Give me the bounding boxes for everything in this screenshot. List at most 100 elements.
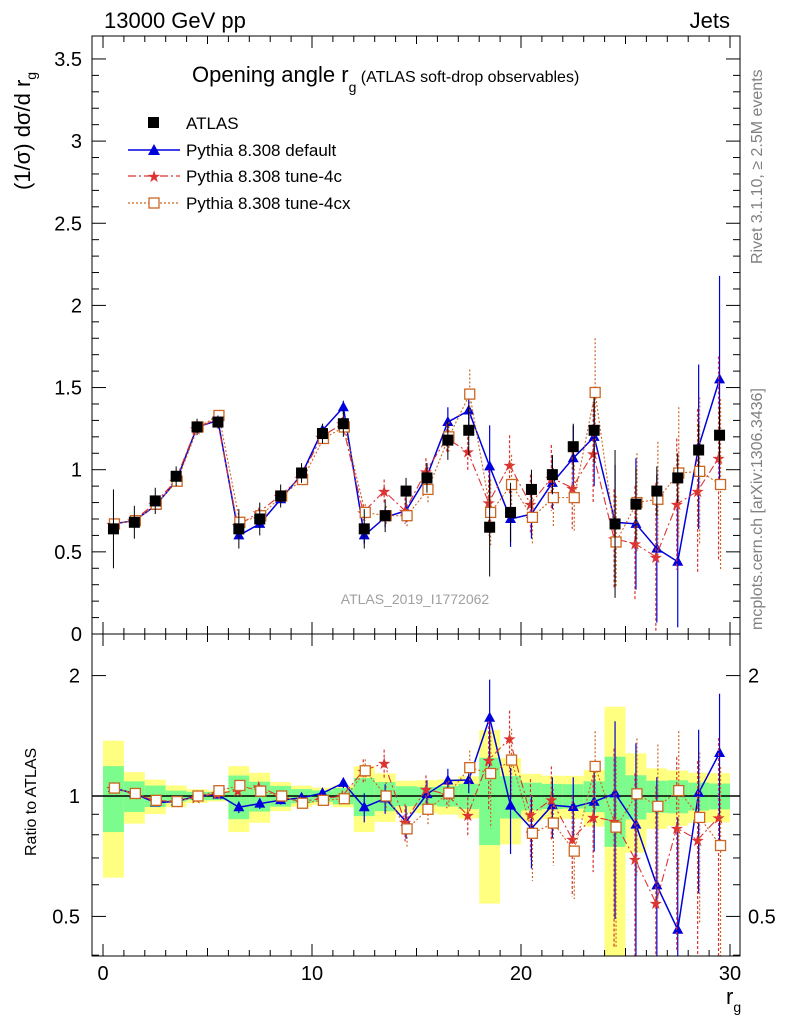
ratio-point-tune4c: ★ [649,896,663,913]
ratio-y-tick-label-right: 0.5 [748,906,776,928]
ratio-point-tune4c: ★ [481,753,495,770]
ratio-point-default [567,801,579,812]
ratio-point-tune4c: ★ [544,793,558,810]
ratio-point-default [442,774,454,785]
legend: ATLAS Pythia 8.308 default ★ Pythia 8.30… [128,114,351,213]
data-point-atlas [233,523,245,535]
point-tune4c: ★ [586,446,600,463]
ratio-point-tune4c: ★ [565,832,579,849]
point-tune4cx [568,491,580,504]
point-default [672,555,684,566]
data-point-atlas [107,523,119,535]
ratio-point-tune4c: ★ [670,821,684,838]
legend-marker-default [148,144,160,155]
legend-label-atlas: ATLAS [186,114,239,133]
ratio-point-tune4cx [673,784,685,797]
data-point-atlas [609,518,621,530]
point-tune4cx [589,386,601,399]
data-point-atlas [651,485,663,497]
ratio-point-tune4cx [275,790,288,802]
ratio-point-tune4cx [234,779,246,792]
data-point-atlas [275,490,287,502]
ratio-point-tune4c: ★ [419,782,433,799]
ratio-point-tune4c: ★ [628,852,642,869]
header-right: Jets [690,8,730,33]
data-point-atlas [421,472,433,484]
data-point-atlas [128,516,140,528]
series-line-default [113,379,721,563]
data-point-atlas [191,421,203,433]
point-tune4c: ★ [461,445,475,462]
data-point-atlas [254,513,266,525]
data-point-atlas [693,444,705,456]
data-point-atlas [400,485,412,497]
ratio-point-tune4cx [380,790,392,802]
ratio-point-tune4c: ★ [502,732,516,749]
ratio-point-tune4cx [296,797,309,809]
point-tune4c: ★ [523,497,537,514]
ratio-plot-frame [91,633,741,957]
ratio-y-tick-label-left: 2 [69,666,80,688]
point-tune4cx [694,465,706,477]
ratio-point-default [254,797,266,808]
chart-title: Opening angle rg (ATLAS soft-drop observ… [192,62,579,95]
point-tune4cx [547,491,559,504]
ratio-point-tune4c: ★ [461,808,475,825]
ratio-point-tune4cx [694,811,706,824]
ratio-point-default [421,788,433,799]
ratio-point-default [484,711,496,722]
ratio-point-tune4c: ★ [586,810,600,827]
ratio-point-tune4cx [526,827,539,839]
ratio-point-tune4cx [108,782,121,794]
data-point-atlas [149,495,161,507]
data-point-atlas [463,424,475,436]
point-tune4cx [484,506,497,519]
ratio-point-tune4cx [652,800,664,812]
data-point-atlas [316,428,328,440]
main-y-tick-label: 0.5 [54,542,82,564]
data-point-atlas [505,506,517,518]
ratio-point-default [714,746,726,757]
ratio-point-tune4cx [213,785,225,797]
x-tick-label: 0 [97,963,108,985]
data-point-atlas [442,434,454,446]
ratio-point-default [505,799,517,810]
rivet-label: Rivet 3.1.10, ≥ 2.5M events [749,69,766,264]
ratio-point-tune4cx [192,790,204,802]
x-tick-label: 10 [301,963,323,985]
data-point-atlas [379,510,391,522]
data-point-atlas [296,467,308,479]
ratio-point-default [672,923,684,934]
ratio-point-tune4cx [359,765,371,777]
point-tune4c: ★ [711,451,725,468]
ratio-y-tick-label-left: 1 [69,786,80,808]
legend-marker-tune4c: ★ [147,169,161,186]
ratio-point-default [337,776,349,787]
ratio-point-tune4cx [317,794,330,806]
ratio-point-default [693,786,705,797]
main-y-axis-label: (1/σ) dσ/d rg [10,72,39,190]
point-tune4c: ★ [502,458,516,475]
ratio-point-default [609,787,621,798]
data-point-atlas [337,418,349,430]
ratio-point-default [233,801,245,812]
point-tune4c: ★ [670,497,684,514]
ratio-point-tune4cx [401,823,413,835]
ratio-uncertainty-bands [92,706,740,956]
ratio-point-tune4cx [255,785,267,797]
ratio-point-tune4cx [484,767,497,780]
point-default [337,401,349,412]
data-point-atlas [212,416,224,428]
data-point-atlas [630,498,642,510]
ratio-point-tune4c: ★ [377,756,391,773]
ratio-point-tune4c: ★ [523,808,537,825]
ratio-point-tune4cx [589,760,601,773]
ratio-y-tick-label-right: 2 [748,666,759,688]
ratio-point-default [651,879,663,890]
point-tune4c: ★ [377,484,391,501]
ratio-point-tune4c: ★ [711,810,725,827]
ratio-point-tune4cx [610,821,622,833]
point-default [651,542,663,553]
series-line-tune4cx [114,392,721,544]
analysis-id: ATLAS_2019_I1772062 [341,591,490,607]
